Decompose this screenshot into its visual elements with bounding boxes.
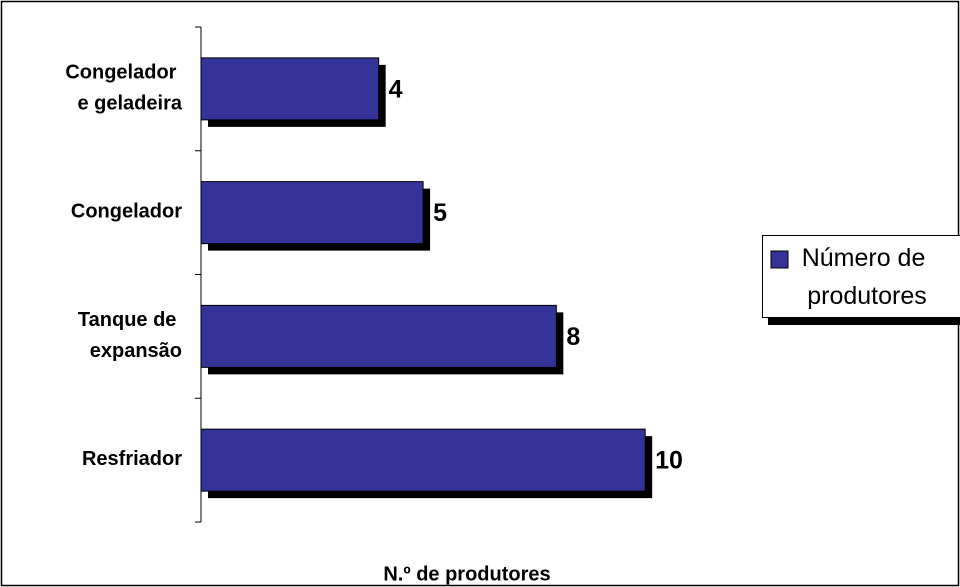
bar [200,57,380,121]
bar [200,304,557,368]
legend-swatch [770,250,789,269]
bar [200,181,424,245]
y-tick-label: Congelador [71,201,182,223]
x-axis-title: N.º de produtores [383,563,550,585]
value-label: 8 [566,323,580,351]
value-label: 10 [655,447,683,475]
y-tick-label: Tanque de expansão [78,309,182,362]
legend-label: Número de produtores [802,244,933,310]
bar [200,428,646,492]
value-label: 5 [433,199,447,227]
y-tick-label: Resfriador [82,448,182,470]
value-label: 4 [389,75,403,103]
legend [762,235,960,318]
y-tick-label: Congelador e geladeira [65,62,183,115]
